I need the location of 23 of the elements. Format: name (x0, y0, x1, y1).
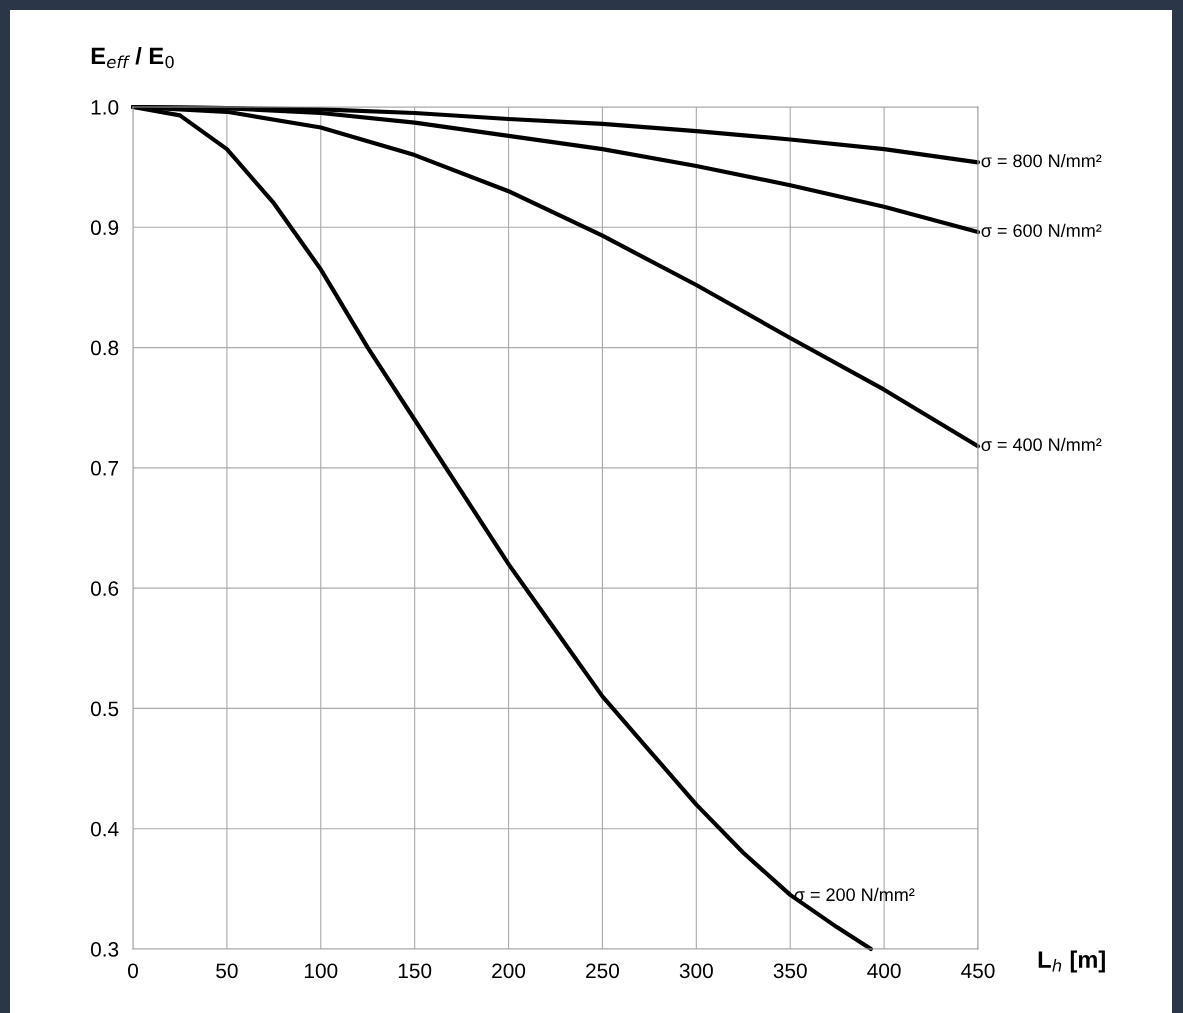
x-tick-label: 450 (961, 963, 995, 979)
x-axis-title: L$_{h}$ [m] (1038, 950, 1105, 973)
y-tick-label: 0.9 (90, 220, 119, 236)
x-tick-label: 0 (128, 963, 138, 979)
series-label: σ = 600 N/mm² (981, 223, 1102, 237)
x-tick-label: 350 (773, 963, 807, 979)
y-tick-label: 1.0 (91, 100, 119, 115)
x-tick-label: 400 (867, 963, 901, 979)
series-label: σ = 400 N/mm² (981, 437, 1102, 452)
y-tick-label: 0.5 (90, 701, 119, 717)
y-tick-label: 0.7 (90, 460, 119, 476)
x-tick-label: 250 (586, 963, 620, 979)
x-tick-label: 200 (492, 963, 526, 979)
y-tick-label: 0.3 (90, 942, 119, 957)
y-tick-label: 0.8 (90, 340, 119, 356)
y-axis-title: E$_{eff}$ / E$_{0}$ (91, 46, 174, 69)
y-tick-label: 0.6 (90, 581, 119, 596)
x-tick-label: 150 (398, 963, 432, 979)
x-tick-label: 50 (216, 963, 238, 979)
series-label: σ = 800 N/mm² (981, 153, 1102, 168)
y-tick-label: 0.4 (90, 821, 119, 837)
x-tick-label: 100 (304, 963, 338, 979)
x-tick-label: 300 (679, 963, 713, 979)
